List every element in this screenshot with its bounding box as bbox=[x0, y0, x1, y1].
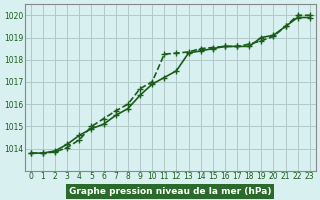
X-axis label: Graphe pression niveau de la mer (hPa): Graphe pression niveau de la mer (hPa) bbox=[69, 187, 272, 196]
